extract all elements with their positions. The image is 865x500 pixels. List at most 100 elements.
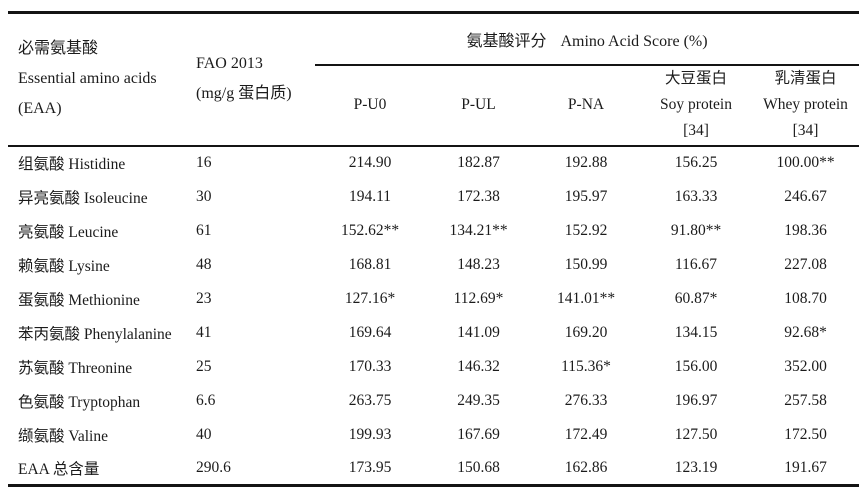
header-fao-line1: FAO 2013 [196, 55, 263, 73]
score-pu0: 127.16* [344, 289, 396, 307]
score-pul: 249.35 [457, 391, 500, 409]
amino-acid-name: EAA 总含量 [18, 460, 100, 478]
score-pna: 162.86 [564, 458, 608, 476]
score-pul: 141.09 [457, 323, 500, 341]
header-pu0-label: P-U0 [353, 96, 387, 113]
table-row: 缬氨酸 Valine 40 199.93 167.69 172.49 127.5… [8, 418, 859, 452]
score-pu0: 170.33 [348, 357, 392, 375]
fao-value: 25 [196, 357, 212, 375]
score-pul: 150.68 [457, 458, 500, 476]
score-pna: 150.99 [564, 255, 608, 273]
score-soy: 116.67 [674, 255, 718, 273]
score-pul: 134.21** [449, 221, 508, 239]
header-amino-acid-score-zh: 氨基酸评分 [466, 32, 547, 50]
fao-value: 290.6 [196, 458, 231, 476]
score-whey: 198.36 [784, 221, 827, 239]
score-whey: 246.67 [784, 187, 827, 205]
header-pu0: P-U0 [315, 64, 425, 147]
header-fao-2013: FAO 2013 (mg/g 蛋白质) [190, 12, 315, 147]
score-whey: 92.68* [784, 323, 827, 341]
amino-acid-name: 组氨酸 Histidine [18, 156, 126, 173]
amino-acid-name: 缬氨酸 Valine [18, 427, 108, 445]
header-amino-acid-score: 氨基酸评分 Amino Acid Score (%) [315, 12, 859, 66]
score-pu0: 173.95 [348, 458, 392, 476]
score-whey: 108.70 [784, 289, 827, 307]
amino-acid-name: 苏氨酸 Threonine [18, 359, 133, 377]
score-soy: 60.87* [674, 289, 718, 307]
score-soy: 196.97 [674, 391, 718, 409]
score-soy: 127.50 [674, 425, 718, 443]
amino-acid-name: 亮氨酸 Leucine [18, 223, 119, 241]
score-pu0: 152.62** [340, 221, 400, 239]
score-pna: 115.36* [561, 357, 611, 375]
table-row: 蛋氨酸 Methionine 23 127.16* 112.69* 141.01… [8, 282, 859, 316]
score-pna: 172.49 [564, 425, 608, 443]
score-soy: 134.15 [674, 323, 718, 341]
header-soy-protein: 大豆蛋白 Soy protein [34] [640, 64, 752, 147]
header-whey-zh: 乳清蛋白 [774, 70, 837, 87]
fao-value: 23 [196, 289, 212, 307]
score-whey: 172.50 [784, 425, 827, 443]
score-pu0: 199.93 [348, 425, 392, 443]
score-pul: 148.23 [457, 255, 500, 273]
score-pu0: 194.11 [348, 187, 392, 205]
header-row-1: 必需氨基酸 Essential amino acids (EAA) FAO 20… [8, 12, 859, 147]
amino-acid-name: 赖氨酸 Lysine [18, 257, 110, 275]
fao-value: 30 [196, 187, 212, 205]
score-pu0: 263.75 [348, 391, 392, 409]
header-whey-protein: 乳清蛋白 Whey protein [34] [752, 64, 859, 147]
score-pna: 152.92 [564, 221, 608, 239]
header-pna-label: P-NA [567, 96, 605, 113]
header-pul: P-UL [425, 64, 532, 147]
header-pna: P-NA [532, 64, 640, 147]
score-whey: 227.08 [784, 255, 827, 273]
score-pna: 276.33 [564, 391, 608, 409]
score-soy: 156.00 [674, 357, 718, 375]
header-eaa-abbrev: (EAA) [18, 100, 62, 118]
score-pul: 182.87 [457, 154, 500, 171]
table-row: 亮氨酸 Leucine 61 152.62** 134.21** 152.92 … [8, 214, 859, 248]
table-row: 苏氨酸 Threonine 25 170.33 146.32 115.36* 1… [8, 350, 859, 384]
score-pul: 167.69 [457, 425, 500, 443]
table-row: 组氨酸 Histidine 16 214.90 182.87 192.88 15… [8, 146, 859, 180]
score-pna: 169.20 [564, 323, 608, 341]
table-row: 异亮氨酸 Isoleucine 30 194.11 172.38 195.97 … [8, 180, 859, 214]
header-amino-acid-score-en: Amino Acid Score (%) [560, 32, 708, 50]
header-row-2: P-U0 P-UL P-NA 大豆蛋白 Soy protein [34] 乳清蛋… [8, 64, 859, 147]
amino-acid-name: 蛋氨酸 Methionine [18, 291, 140, 309]
header-whey-en: Whey protein [763, 96, 848, 113]
score-pna: 141.01** [556, 289, 616, 307]
table-row: 赖氨酸 Lysine 48 168.81 148.23 150.99 116.6… [8, 248, 859, 282]
amino-acid-name: 苯丙氨酸 Phenylalanine [18, 325, 172, 343]
score-whey: 191.67 [784, 458, 827, 476]
fao-value: 48 [196, 255, 212, 273]
header-eaa-en: Essential amino acids [18, 70, 157, 88]
score-whey: 100.00** [776, 154, 835, 171]
header-eaa-zh: 必需氨基酸 [18, 40, 99, 58]
score-pu0: 168.81 [348, 255, 392, 273]
table-row: EAA 总含量 290.6 173.95 150.68 162.86 123.1… [8, 452, 859, 486]
header-whey-citation: [34] [792, 122, 819, 139]
score-whey: 352.00 [784, 357, 827, 375]
fao-value: 6.6 [196, 391, 216, 409]
score-pul: 172.38 [457, 187, 500, 205]
score-pna: 192.88 [564, 154, 608, 171]
header-eaa: 必需氨基酸 Essential amino acids (EAA) [8, 12, 190, 147]
score-soy: 123.19 [674, 458, 718, 476]
header-soy-citation: [34] [683, 122, 709, 139]
score-soy: 156.25 [674, 154, 718, 171]
score-soy: 91.80** [670, 221, 722, 239]
header-fao-line2: (mg/g 蛋白质) [196, 85, 292, 103]
amino-acid-name: 异亮氨酸 Isoleucine [18, 189, 148, 207]
table-row: 苯丙氨酸 Phenylalanine 41 169.64 141.09 169.… [8, 316, 859, 350]
score-pu0: 169.64 [348, 323, 392, 341]
table-row: 色氨酸 Tryptophan 6.6 263.75 249.35 276.33 … [8, 384, 859, 418]
fao-value: 61 [196, 221, 212, 239]
score-pu0: 214.90 [348, 154, 392, 171]
fao-value: 41 [196, 323, 212, 341]
score-soy: 163.33 [674, 187, 718, 205]
amino-acid-score-table: 必需氨基酸 Essential amino acids (EAA) FAO 20… [8, 11, 859, 487]
header-soy-en: Soy protein [660, 96, 732, 113]
score-pul: 146.32 [457, 357, 500, 375]
